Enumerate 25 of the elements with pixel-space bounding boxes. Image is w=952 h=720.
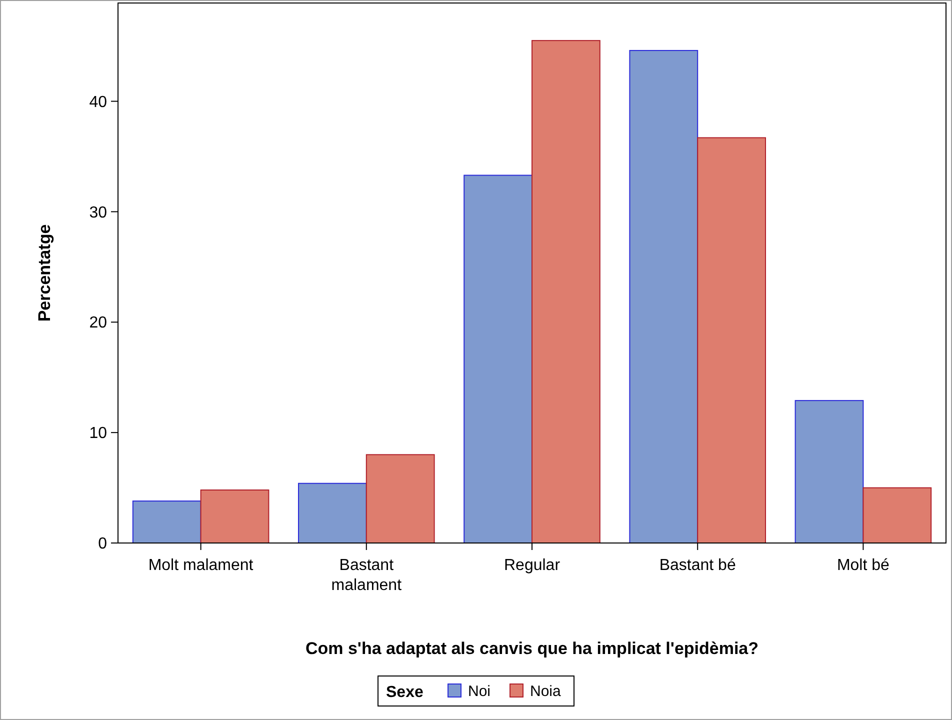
legend-label: Noi [468, 683, 491, 700]
bar [132, 500, 202, 544]
bar [629, 50, 698, 544]
bar [366, 454, 435, 544]
y-axis-title: Percentatge [35, 224, 54, 322]
bar [532, 40, 600, 544]
x-tick-label: Molt bé [836, 557, 890, 574]
y-tick-label: 0 [98, 536, 108, 553]
x-tick-label: Bastant bé [659, 557, 736, 574]
bar [697, 137, 766, 544]
x-tick-label: Bastant malament [331, 557, 402, 594]
y-tick-label: 20 [89, 314, 108, 332]
legend-label: Noia [530, 683, 562, 700]
bar [794, 400, 864, 544]
y-tick-label: 30 [89, 204, 108, 222]
x-tick-label: Molt malament [148, 557, 254, 574]
x-tick-label: Regular [504, 557, 561, 574]
y-tick-label: 40 [89, 94, 108, 111]
bar [200, 489, 270, 544]
bar [862, 487, 932, 544]
bar [464, 174, 532, 544]
x-axis-title: Com s'ha adaptat als canvis que ha implicat l'epidèmia? [305, 639, 759, 658]
bar [298, 482, 367, 544]
y-tick-label: 10 [89, 425, 108, 442]
legend-title: Sexe [386, 684, 424, 701]
